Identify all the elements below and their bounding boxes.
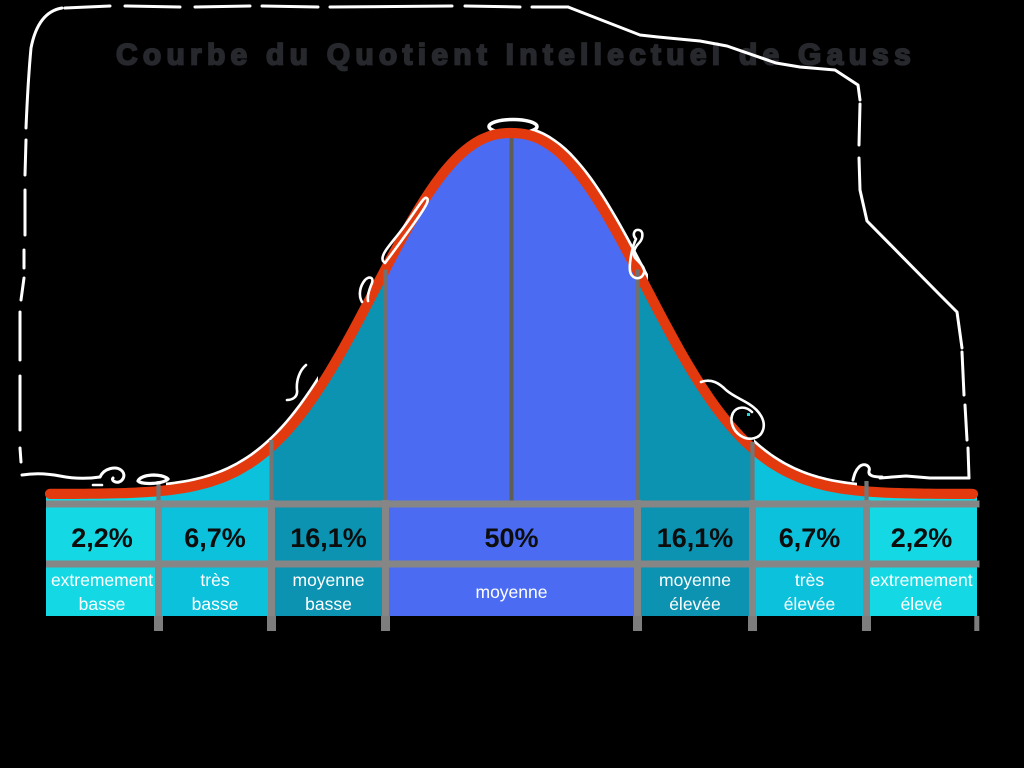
svg-text:extremement: extremement (51, 570, 153, 590)
svg-text:moyenne: moyenne (293, 570, 365, 590)
svg-text:2,2%: 2,2% (891, 523, 953, 553)
svg-text:50%: 50% (484, 523, 538, 553)
svg-text:16,1%: 16,1% (290, 523, 367, 553)
svg-text:Courbe du Quotient Intellectue: Courbe du Quotient Intellectuel de Gauss (116, 39, 916, 72)
svg-text:élevée: élevée (669, 594, 721, 614)
svg-text:6,7%: 6,7% (779, 523, 841, 553)
svg-text:16,1%: 16,1% (657, 523, 734, 553)
svg-text:6,7%: 6,7% (184, 523, 246, 553)
svg-text:élevé: élevé (901, 594, 943, 614)
svg-text:très: très (200, 570, 229, 590)
svg-text:moyenne: moyenne (659, 570, 731, 590)
svg-text:élevée: élevée (784, 594, 836, 614)
svg-text:basse: basse (305, 594, 352, 614)
svg-text:basse: basse (192, 594, 239, 614)
svg-text:très: très (795, 570, 824, 590)
svg-text:2,2%: 2,2% (71, 523, 133, 553)
svg-text:basse: basse (79, 594, 126, 614)
svg-text:moyenne: moyenne (476, 582, 548, 602)
svg-text:extremement: extremement (870, 570, 972, 590)
